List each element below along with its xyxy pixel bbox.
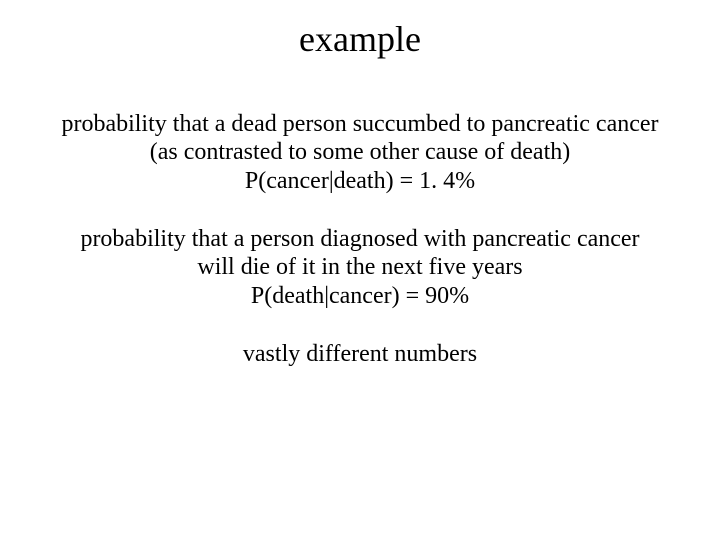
slide-title: example	[0, 18, 720, 60]
paragraph-3: vastly different numbers	[0, 340, 720, 368]
paragraph-2: probability that a person diagnosed with…	[0, 225, 720, 310]
paragraph-2-line-3: P(death|cancer) = 90%	[0, 282, 720, 310]
paragraph-1: probability that a dead person succumbed…	[0, 110, 720, 195]
paragraph-2-line-1: probability that a person diagnosed with…	[0, 225, 720, 253]
paragraph-1-line-2: (as contrasted to some other cause of de…	[0, 138, 720, 166]
paragraph-2-line-2: will die of it in the next five years	[0, 253, 720, 281]
slide: example probability that a dead person s…	[0, 0, 720, 540]
paragraph-3-line-1: vastly different numbers	[0, 340, 720, 368]
paragraph-1-line-3: P(cancer|death) = 1. 4%	[0, 167, 720, 195]
paragraph-1-line-1: probability that a dead person succumbed…	[0, 110, 720, 138]
